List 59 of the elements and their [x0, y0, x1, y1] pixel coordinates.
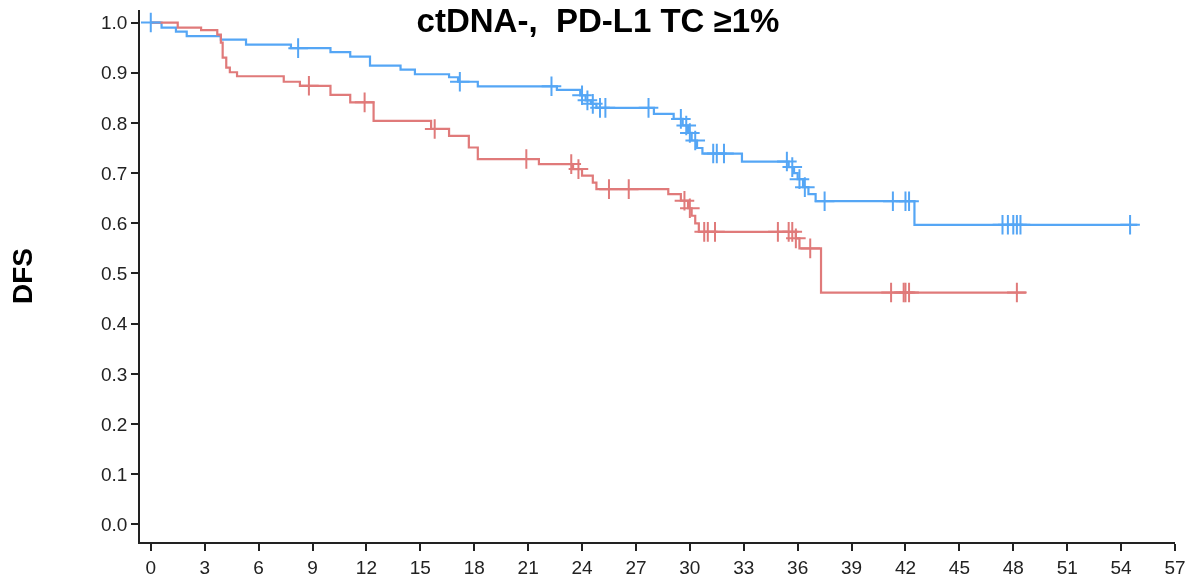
- x-tick-label: 15: [409, 556, 431, 578]
- point: [794, 176, 816, 198]
- point: [684, 129, 707, 152]
- point: [353, 91, 376, 114]
- point: [567, 158, 590, 180]
- x-tick-label: 57: [1164, 556, 1186, 578]
- x-tick-label: 9: [307, 556, 318, 578]
- x-tick-label: 48: [1002, 556, 1024, 578]
- y-tick-label: 0.5: [101, 263, 128, 285]
- x-tick-label: 54: [1110, 556, 1133, 578]
- point: [799, 237, 822, 260]
- y-tick-label: 0.4: [101, 313, 128, 335]
- x-tick-label: 3: [199, 556, 210, 578]
- x-tick-label: 18: [463, 556, 485, 578]
- point: [679, 122, 701, 144]
- point: [1006, 281, 1028, 304]
- y-tick-label: 0.7: [101, 162, 128, 184]
- y-tick-label: 0.9: [101, 62, 128, 84]
- y-tick-label: 0.1: [101, 463, 128, 485]
- point: [594, 97, 617, 119]
- point: [704, 221, 726, 243]
- point: [675, 114, 698, 137]
- x-tick-label: 27: [625, 556, 647, 578]
- y-tick-label: 0.6: [101, 212, 128, 234]
- point: [776, 150, 798, 173]
- x-tick-label: 39: [840, 556, 863, 578]
- x-tick-label: 21: [517, 556, 539, 578]
- point: [670, 108, 692, 130]
- y-axis-title: DFS: [7, 248, 39, 304]
- x-tick-label: 36: [787, 556, 809, 578]
- x-tick-label: 33: [733, 556, 755, 578]
- point: [713, 142, 735, 165]
- point: [785, 227, 807, 250]
- y-tick-label: 0.0: [101, 514, 128, 536]
- x-tick-label: 42: [894, 556, 917, 578]
- x-tick-label: 24: [571, 556, 594, 578]
- y-tick-label: 0.3: [101, 363, 128, 385]
- point: [673, 189, 696, 212]
- y-tick-label: 0.8: [101, 112, 128, 134]
- x-tick-label: 51: [1056, 556, 1078, 578]
- point: [813, 190, 836, 213]
- x-tick-label: 12: [355, 556, 377, 578]
- x-tick-label: 45: [948, 556, 970, 578]
- point: [540, 75, 563, 98]
- x-tick-label: 30: [679, 556, 701, 578]
- point: [1119, 214, 1141, 236]
- point: [598, 178, 620, 200]
- chart-title: ctDNA-, PD-L1 TC ≥1%: [416, 1, 780, 39]
- point: [449, 70, 471, 93]
- point: [298, 74, 320, 97]
- point: [139, 11, 162, 34]
- x-tick-label: 0: [145, 556, 157, 578]
- x-tick-label: 6: [253, 556, 264, 578]
- point: [287, 37, 309, 59]
- point: [637, 97, 660, 119]
- point: [679, 197, 701, 220]
- point: [617, 178, 640, 200]
- y-tick-label: 1.0: [101, 12, 128, 34]
- y-tick-label: 0.2: [101, 413, 128, 435]
